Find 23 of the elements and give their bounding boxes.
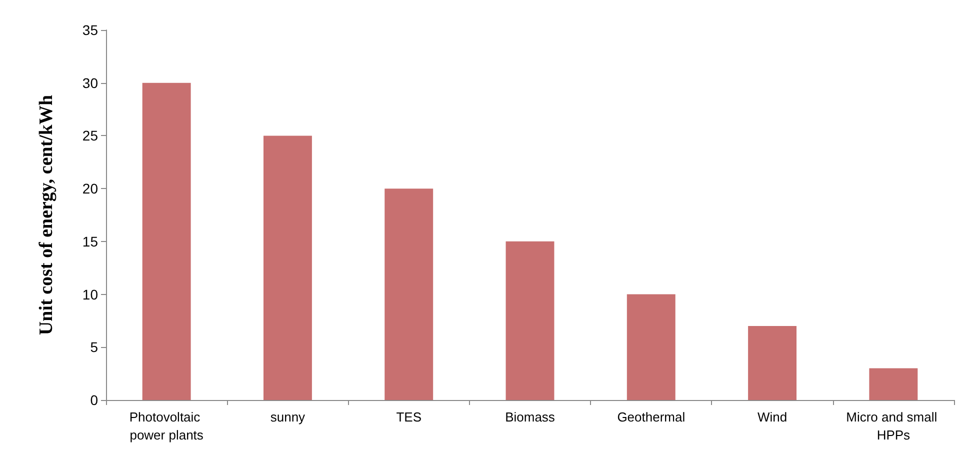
x-tick-label: TES [396, 410, 422, 424]
x-tick-label: sunny [270, 410, 306, 424]
x-tick-label: Wind [757, 410, 788, 424]
y-tick-label: 30 [82, 74, 98, 91]
y-tick-label: 25 [82, 128, 98, 144]
bar [869, 368, 918, 400]
x-tick-label: Biomass [505, 410, 556, 424]
bar [506, 241, 554, 400]
bar [142, 82, 191, 400]
bar [748, 326, 797, 400]
bar [263, 136, 312, 400]
y-tick-label: 15 [82, 233, 98, 250]
y-tick-label: 0 [90, 392, 98, 408]
x-tick-label: Geothermal [617, 410, 686, 424]
x-tick-label: Micro and small HPPs [846, 410, 941, 442]
y-axis-title: Unit cost of energy, cent/kWh [36, 94, 57, 336]
y-tick-label: 35 [82, 22, 98, 38]
y-tick-label: 5 [90, 339, 98, 356]
y-tick-label: 10 [82, 286, 98, 302]
bar [384, 188, 434, 400]
x-tick-label: Photovoltaic power plants [129, 410, 204, 442]
bar [626, 294, 676, 400]
y-tick-label: 20 [82, 180, 98, 197]
